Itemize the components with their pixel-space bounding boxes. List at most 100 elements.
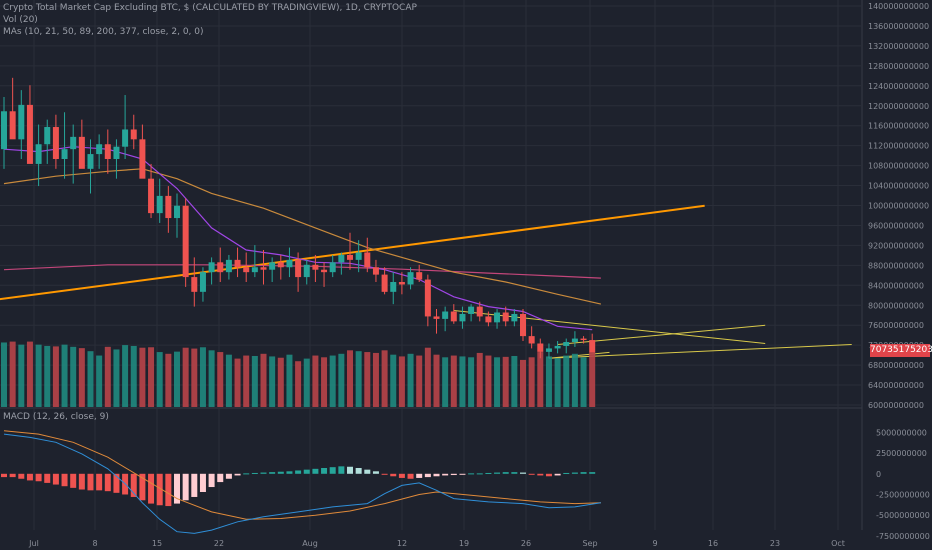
macd-histogram-bar xyxy=(269,472,276,474)
ascending-trendline xyxy=(0,204,705,301)
volume-bar xyxy=(321,357,328,407)
volume-bar xyxy=(139,347,146,407)
macd-pane xyxy=(1,430,601,534)
volume-bar xyxy=(104,346,111,407)
candle-body xyxy=(372,267,379,275)
volume-bar xyxy=(130,345,137,407)
candle-body xyxy=(528,336,535,344)
triangle-top-edge xyxy=(557,324,766,345)
volume-bar xyxy=(148,347,155,407)
candle-body xyxy=(450,311,457,322)
volume-bar xyxy=(442,357,449,407)
macd-histogram-bar xyxy=(511,472,518,474)
volume-bar xyxy=(87,351,94,407)
volume-bar xyxy=(1,342,7,407)
triangle-lower-line xyxy=(548,343,852,359)
price-tick-label: 140000000000 xyxy=(868,2,929,11)
time-tick-label: 19 xyxy=(459,539,469,548)
macd-histogram-bar xyxy=(442,473,449,476)
macd-histogram-bar xyxy=(165,473,172,507)
candle-body xyxy=(234,259,241,268)
candle-body xyxy=(355,252,362,260)
candle-body xyxy=(286,259,293,268)
macd-histogram-bar xyxy=(433,473,440,477)
volume-bar xyxy=(338,353,345,407)
macd-tick-label: -7500000000 xyxy=(876,532,930,541)
macd-histogram-bar xyxy=(528,473,535,475)
volume-bar xyxy=(537,352,544,407)
candle-body xyxy=(520,313,526,337)
macd-histogram-bar xyxy=(260,472,267,474)
macd-histogram-bar xyxy=(208,473,215,488)
macd-histogram-bar xyxy=(468,473,475,475)
macd-histogram-bar xyxy=(520,472,526,474)
volume-bar xyxy=(433,354,440,407)
macd-histogram-bar xyxy=(1,473,7,478)
macd-histogram-bar xyxy=(494,472,501,474)
candle-body xyxy=(398,282,405,285)
volume-bar xyxy=(571,353,578,407)
candle-body xyxy=(442,311,449,319)
volume-bar xyxy=(459,356,466,407)
candle-body xyxy=(537,343,544,352)
volume-bar xyxy=(563,355,570,407)
price-tick-label: 116000000000 xyxy=(868,122,929,131)
candle-body xyxy=(156,195,163,214)
macd-histogram-bar xyxy=(295,470,302,474)
candlesticks xyxy=(1,77,596,359)
price-scales: 140000000000 136000000000 132000000000 1280… xyxy=(868,2,930,541)
volume-bar xyxy=(96,355,103,407)
volume-bar xyxy=(364,352,371,407)
macd-histogram-bar xyxy=(571,472,578,474)
macd-histogram-bar xyxy=(554,473,561,476)
volume-bar xyxy=(545,356,552,407)
candle-body xyxy=(9,111,16,140)
macd-histogram-bar xyxy=(225,473,232,479)
candle-body xyxy=(476,306,483,317)
macd-tick-label: 5000000000 xyxy=(876,428,927,437)
macd-tick-label: -2500000000 xyxy=(876,490,930,499)
price-tick-label: 112000000000 xyxy=(868,142,929,151)
macd-histogram-bar xyxy=(329,467,336,474)
macd-histogram-bar xyxy=(78,473,85,490)
volume-bar xyxy=(52,346,59,407)
volume-bar xyxy=(511,355,518,407)
candle-body xyxy=(96,144,103,155)
volume-bar xyxy=(398,356,405,407)
macd-histogram-bar xyxy=(251,472,258,474)
macd-histogram-bar xyxy=(61,473,68,487)
candle-body xyxy=(78,136,85,169)
moving-averages-legend: MAs (10, 21, 50, 89, 200, 377, close, 2,… xyxy=(3,27,204,37)
candle-body xyxy=(407,272,414,285)
volume-bar xyxy=(329,355,336,407)
candle-body xyxy=(61,149,68,159)
candle-body xyxy=(225,259,232,273)
volume-bar xyxy=(113,349,120,407)
macd-histogram-bar xyxy=(243,473,250,475)
volume-bar xyxy=(234,358,241,407)
candle-body xyxy=(390,282,397,292)
macd-histogram-bar xyxy=(44,473,51,483)
candle-body xyxy=(580,338,587,341)
macd-histogram-bar xyxy=(321,468,328,474)
candle-body xyxy=(329,262,336,273)
candle-body xyxy=(104,144,111,159)
candle-body xyxy=(208,262,215,273)
price-tick-label: 124000000000 xyxy=(868,82,929,91)
time-tick-label: Aug xyxy=(302,539,318,548)
candle-body xyxy=(416,272,423,280)
candle-body xyxy=(381,274,388,292)
macd-histogram-bar xyxy=(303,469,310,474)
macd-histogram-bar xyxy=(104,473,111,492)
candle-body xyxy=(70,136,77,150)
volume-bar xyxy=(347,350,353,407)
candle-body xyxy=(571,338,578,343)
candle-body xyxy=(52,127,59,159)
macd-histogram-bar xyxy=(156,473,163,506)
macd-histogram-bar xyxy=(96,473,103,491)
triangle-base-line xyxy=(548,351,610,359)
macd-histogram-bar xyxy=(372,471,379,474)
volume-bar xyxy=(61,344,68,407)
candle-body xyxy=(502,312,509,322)
